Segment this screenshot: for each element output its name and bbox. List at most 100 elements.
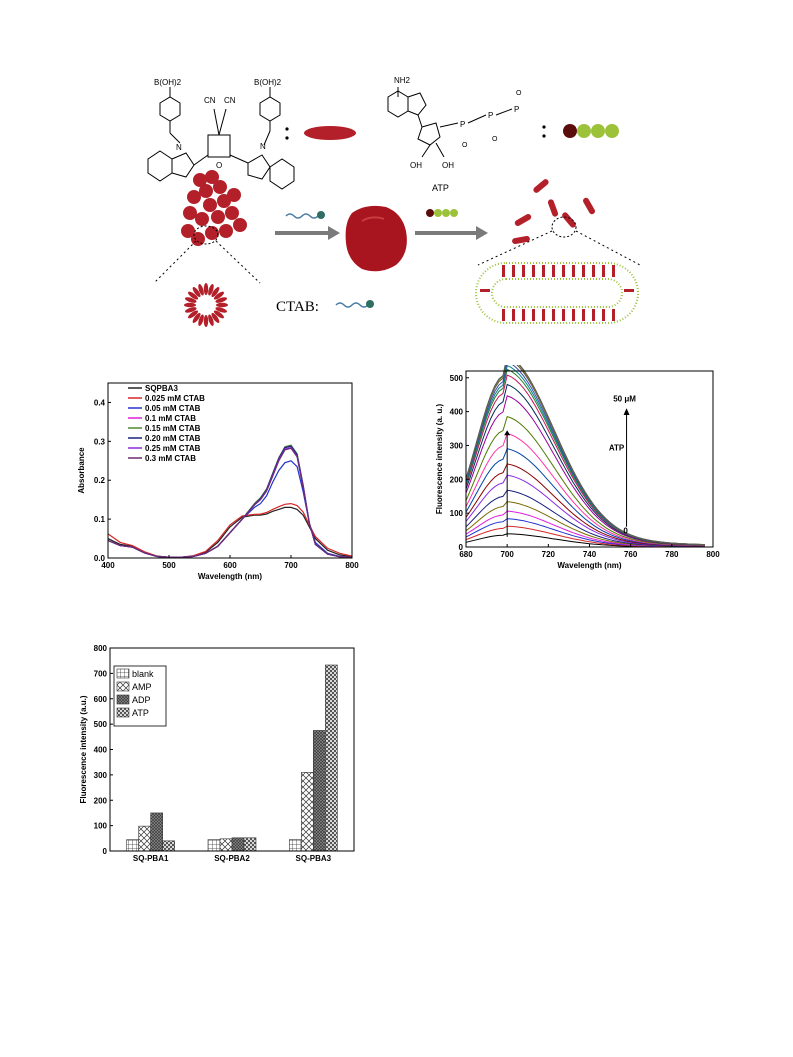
micelle-dye-rod	[203, 283, 209, 295]
y-tick-label: 400	[450, 408, 464, 417]
bar-blank-SQ-PBA1	[126, 839, 139, 852]
micelle-dye-rod	[208, 284, 214, 296]
zoom-line-left-1	[153, 240, 197, 284]
annotation-mid: ATP	[609, 444, 625, 453]
scattered-dye-rods	[512, 179, 595, 245]
legend-swatch	[116, 694, 130, 705]
y-tick-label: 200	[94, 796, 108, 805]
vesicle-dye-rod	[624, 289, 634, 292]
vesicle-bilayer-icon	[475, 262, 639, 324]
spectrum-line-19	[465, 365, 705, 546]
vesicle-dye-rod	[552, 309, 555, 321]
legend-entry: 0.05 mM CTAB	[145, 404, 201, 413]
concentration-arrow-head	[623, 408, 630, 415]
micelle-dye-rod	[198, 314, 204, 326]
series-line-7	[107, 447, 353, 558]
y-tick-label: 0.0	[94, 554, 106, 563]
micelle-dye-rod	[211, 287, 220, 298]
bar-ATP-SQ-PBA3	[325, 664, 338, 852]
ctab-label: CTAB:	[276, 299, 319, 315]
x-tick-label: 780	[665, 550, 679, 559]
legend-entry: ATP	[132, 708, 149, 718]
y-tick-label: 100	[450, 509, 464, 518]
vesicle-dye-rod	[512, 265, 515, 277]
vesicle-dye-rod	[612, 265, 615, 277]
zoom-line-right-1	[477, 230, 553, 266]
legend-entry: 0.20 mM CTAB	[145, 434, 201, 443]
bar-AMP-SQ-PBA2	[219, 838, 233, 852]
y-tick-label: 700	[94, 669, 108, 678]
vesicle-dye-rod	[582, 265, 585, 277]
legend-entry: blank	[132, 669, 154, 679]
boronic-label-right: B(OH)2	[254, 78, 282, 87]
zoom-circle-left	[193, 225, 219, 245]
y-tick-label: 500	[450, 374, 464, 383]
vesicle-dye-rod	[532, 265, 535, 277]
ctab-wave-icon-bottom	[335, 302, 369, 308]
arrow-1-head	[328, 226, 340, 240]
vesicle-dye-rod	[562, 265, 565, 277]
o-label-p2: O	[492, 136, 498, 143]
micelle-dye-rod	[198, 284, 204, 296]
y-tick-label: 0.3	[94, 437, 106, 446]
o-label-p1: O	[462, 142, 468, 149]
x-tick-label: 600	[223, 561, 237, 570]
x-tick-label: 800	[345, 561, 359, 570]
bar-blank-SQ-PBA3	[289, 839, 302, 852]
bar-ATP-SQ-PBA2	[243, 837, 257, 852]
y-axis-label: Absorbance	[77, 447, 86, 494]
y-axis-label: Fluorescence intensity (a. u.)	[435, 404, 444, 515]
spectrum-line-15	[465, 365, 705, 546]
x-tick-label: 800	[706, 550, 720, 559]
y-tick-label: 300	[94, 771, 108, 780]
x-axis-label: Wavelength (nm)	[198, 572, 262, 581]
vesicle-dye-rod	[602, 309, 605, 321]
y-tick-label: 0	[459, 543, 464, 552]
atp-arrow-label: ATP	[432, 183, 449, 193]
vesicle-dye-rod	[522, 309, 525, 321]
x-tick-label: 720	[542, 550, 556, 559]
micelle-dye-rod	[185, 307, 197, 313]
oh-label-2: OH	[442, 161, 454, 170]
series-line-1	[107, 502, 353, 558]
ctab-head-bottom	[366, 300, 374, 308]
boronic-label-left: B(OH)2	[154, 78, 182, 87]
y-tick-label: 300	[450, 441, 464, 450]
legend-entry: 0.1 mM CTAB	[145, 414, 196, 423]
y-tick-label: 400	[94, 746, 108, 755]
micelle-dye-rod	[203, 315, 209, 327]
micelle-dye-rod	[188, 310, 199, 319]
atp-model-small-icon	[426, 209, 458, 217]
micelle-dye-rod	[215, 307, 227, 313]
vesicle-dye-rod	[480, 289, 490, 292]
zoom-line-left-2	[215, 240, 261, 284]
colon-dot-1b	[285, 136, 289, 140]
atp-model-icon	[563, 124, 619, 138]
y-tick-label: 0	[103, 847, 108, 856]
zoom-circle-right	[551, 216, 577, 238]
y-tick-label: 500	[94, 720, 108, 729]
zoom-line-right-2	[575, 230, 641, 266]
vesicle-dye-rod	[572, 265, 575, 277]
micelle-dye-rod	[213, 310, 224, 319]
spectrum-line-14	[465, 368, 705, 546]
x-tick-label: 760	[624, 550, 638, 559]
blob-highlight	[361, 216, 385, 222]
legend-entry: ADP	[132, 695, 151, 705]
vesicle-dye-rod	[582, 309, 585, 321]
p-label-3: P	[514, 105, 519, 114]
vesicle-dye-rod	[502, 309, 505, 321]
colon-dot-2b	[542, 134, 546, 138]
vesicle-dye-rod	[592, 265, 595, 277]
y-axis-label: Fluorescence intensity (a.u.)	[79, 695, 88, 803]
nh2-label: NH2	[394, 76, 411, 85]
category-label: SQ-PBA2	[214, 854, 250, 863]
x-tick-label: 700	[284, 561, 298, 570]
bar-ADP-SQ-PBA2	[231, 837, 245, 852]
ctab-head-top	[317, 211, 325, 219]
legend-entry: 0.3 mM CTAB	[145, 454, 196, 463]
p-label-2: P	[488, 111, 493, 120]
micelle-dye-rod	[211, 312, 220, 323]
vesicle-dye-rod	[602, 265, 605, 277]
legend-swatch	[116, 707, 130, 718]
